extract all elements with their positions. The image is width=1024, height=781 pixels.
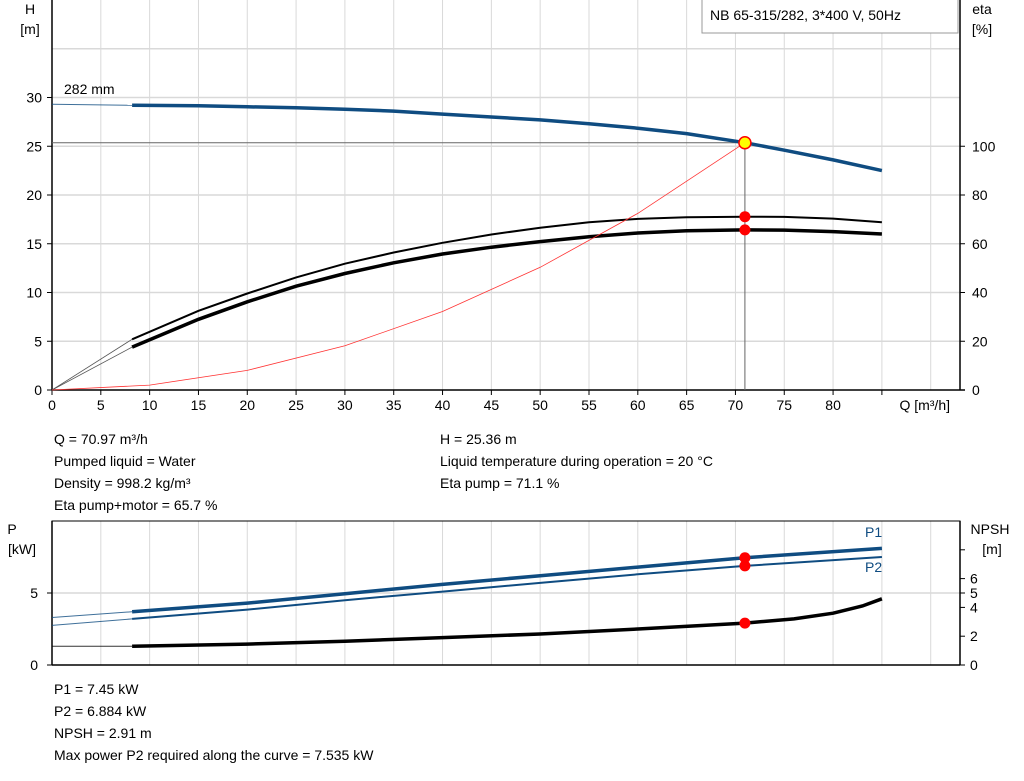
npsh-y-tick-label: 2 (970, 628, 978, 644)
info-p2: P2 = 6.884 kW (54, 703, 147, 719)
system-curve (51, 142, 746, 391)
p1-curve-extrapolated (51, 611, 133, 618)
x-tick-label: 40 (435, 397, 451, 413)
title-box (701, 0, 959, 34)
info-eta-pump-motor: Eta pump+motor = 65.7 % (54, 497, 218, 513)
x-tick-label: 60 (630, 397, 646, 413)
y2-tick-label: 40 (972, 285, 988, 301)
info-eta-pump: Eta pump = 71.1 % (440, 475, 560, 491)
p2-curve-extrapolated (51, 618, 133, 626)
x-tick-label: 25 (288, 397, 304, 413)
eta-pump-curve (131, 215, 882, 341)
operating-point-marker (738, 135, 752, 150)
info-q: Q = 70.97 m³/h (54, 431, 148, 447)
head-curve (132, 103, 883, 173)
y2-tick-label: 80 (972, 187, 988, 203)
info-max-power: Max power P2 required along the curve = … (54, 747, 374, 763)
y2-axis-unit: [%] (972, 21, 992, 37)
npsh-y-tick-label: 0 (970, 657, 978, 673)
info-top-left: Q = 70.97 m³/h Pumped liquid = Water Den… (54, 428, 217, 516)
npsh-axis-unit: [m] (982, 541, 1001, 557)
head-curve-extrapolated (51, 103, 133, 106)
info-liquid: Pumped liquid = Water (54, 453, 196, 469)
y2-tick-label: 20 (972, 333, 988, 349)
npsh-curve (132, 597, 883, 649)
x-tick-label: 50 (532, 397, 548, 413)
p1-marker (739, 552, 751, 564)
power-axis-label: P (7, 521, 16, 537)
npsh-y-tick-label: 4 (970, 599, 978, 615)
eta-pump-marker (739, 211, 751, 223)
x-tick-label: 30 (337, 397, 353, 413)
y-tick-label: 30 (26, 90, 42, 106)
x-tick-label: 45 (484, 397, 500, 413)
p2-curve (132, 556, 882, 620)
p2-marker (739, 560, 751, 572)
info-h: H = 25.36 m (440, 431, 517, 447)
y-axis-unit: [m] (20, 21, 39, 37)
npsh-marker (739, 617, 751, 629)
power-axis-unit: [kW] (8, 541, 36, 557)
info-top-right: H = 25.36 m Liquid temperature during op… (440, 428, 713, 494)
p1-curve (131, 546, 883, 614)
y2-axis-label: eta (972, 1, 992, 17)
x-tick-label: 15 (191, 397, 207, 413)
p1-label: P1 (865, 524, 882, 540)
y-tick-label: 5 (34, 333, 42, 349)
y2-tick-label: 60 (972, 236, 988, 252)
info-bottom: P1 = 7.45 kW P2 = 6.884 kW NPSH = 2.91 m… (54, 678, 373, 766)
y-tick-label: 20 (26, 187, 42, 203)
npsh-y-tick-label: 5 (970, 585, 978, 601)
x-tick-label: 20 (239, 397, 255, 413)
y-axis-label: H (25, 1, 35, 17)
info-temperature: Liquid temperature during operation = 20… (440, 453, 713, 469)
npsh-y-tick-label: 6 (970, 571, 978, 587)
info-p1: P1 = 7.45 kW (54, 681, 139, 697)
y-tick-label: 10 (26, 285, 42, 301)
x-tick-label: 5 (97, 397, 105, 413)
y2-tick-label: 100 (972, 138, 996, 154)
eta-pump-motor-marker (739, 224, 751, 236)
eta-pump-curve-extrapolated (51, 338, 133, 391)
x-tick-label: 10 (142, 397, 158, 413)
power-y-tick-label: 0 (30, 657, 38, 673)
x-axis-label: Q [m³/h] (899, 397, 950, 413)
p2-label: P2 (865, 559, 882, 575)
x-tick-label: 0 (48, 397, 56, 413)
y2-tick-label: 0 (972, 382, 980, 398)
x-tick-label: 80 (825, 397, 841, 413)
y-tick-label: 25 (26, 138, 42, 154)
x-tick-label: 35 (386, 397, 402, 413)
y-tick-label: 0 (34, 382, 42, 398)
x-tick-label: 70 (728, 397, 744, 413)
info-npsh: NPSH = 2.91 m (54, 725, 152, 741)
info-density: Density = 998.2 kg/m³ (54, 475, 191, 491)
x-tick-label: 65 (679, 397, 695, 413)
x-tick-label: 75 (776, 397, 792, 413)
npsh-axis-label: NPSH (971, 521, 1010, 537)
eta-pump-motor-curve-extrapolated (51, 346, 133, 391)
impeller-diameter-label: 282 mm (64, 81, 115, 97)
y-tick-label: 15 (26, 236, 42, 252)
chart-title: NB 65-315/282, 3*400 V, 50Hz (710, 7, 901, 23)
x-tick-label: 55 (581, 397, 597, 413)
eta-pump-motor-curve (131, 228, 882, 349)
power-y-tick-label: 5 (30, 585, 38, 601)
